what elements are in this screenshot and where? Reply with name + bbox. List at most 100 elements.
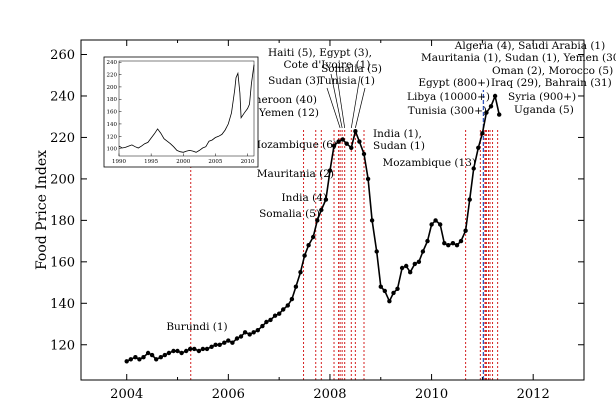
y-tick-label: 140: [50, 297, 75, 312]
data-point: [141, 355, 146, 360]
data-point: [179, 350, 184, 356]
y-tick-label: 180: [50, 214, 75, 229]
data-point: [399, 265, 405, 271]
data-point: [374, 249, 379, 254]
data-point: [365, 176, 371, 182]
data-point: [124, 359, 129, 364]
event-label: Mozambique (13): [383, 157, 477, 169]
data-point: [162, 352, 167, 358]
data-point: [488, 104, 494, 109]
event-label: Mozambique (6): [250, 139, 337, 151]
event-leader-line: [326, 87, 341, 129]
data-point: [293, 284, 299, 289]
y-tick-label: 260: [50, 48, 75, 63]
data-point: [382, 288, 387, 294]
event-label: Burundi (1): [166, 321, 227, 333]
data-point: [433, 218, 438, 223]
event-label: Haiti (5), Egypt (3), Cote d'Ivoire (1): [268, 47, 372, 71]
event-labels: Burundi (1) Somalia (5) India (4) Mauritani…: [166, 40, 616, 333]
inset-plot-frame: [118, 60, 255, 157]
data-point: [277, 311, 282, 316]
data-point: [327, 168, 333, 173]
data-point: [391, 290, 396, 296]
data-point: [446, 243, 451, 248]
data-point: [315, 218, 320, 223]
data-point: [458, 238, 464, 244]
data-point: [234, 336, 240, 341]
data-point: [429, 222, 434, 227]
data-point: [319, 207, 324, 213]
inset-x-tick-label: 1990: [112, 159, 126, 165]
data-point: [289, 296, 295, 302]
data-point: [331, 143, 337, 148]
event-label-line: Cote d'Ivoire (1): [284, 59, 371, 71]
data-point: [416, 259, 422, 264]
data-point: [497, 112, 502, 117]
y-tick-label: 200: [50, 172, 75, 187]
data-point: [387, 299, 392, 304]
inset-series-line: [118, 64, 255, 153]
event-label: Oman (2), Morocco (5): [492, 65, 613, 77]
y-tick-label: 120: [50, 338, 75, 353]
data-point: [226, 338, 231, 343]
y-tick-label: 240: [50, 89, 75, 104]
data-point: [454, 243, 460, 248]
data-point: [306, 243, 311, 248]
data-point: [353, 129, 358, 134]
data-point: [369, 218, 375, 223]
inset-y-tick-label: 160: [107, 110, 118, 116]
data-point: [285, 303, 290, 308]
inset-y-tick-label: 200: [107, 85, 118, 91]
inset-y-tick-label: 220: [107, 73, 118, 79]
event-label: India (1), Sudan (1): [373, 128, 425, 152]
data-point: [480, 131, 485, 136]
data-point: [128, 357, 133, 362]
data-point: [200, 346, 206, 352]
data-point: [467, 197, 472, 202]
inset-y-tick-label: 240: [107, 60, 118, 66]
data-point: [476, 145, 481, 150]
data-point: [492, 93, 498, 99]
data-point: [357, 139, 362, 144]
data-point: [268, 317, 273, 323]
data-point: [450, 241, 456, 246]
data-point: [166, 350, 172, 356]
event-label: Iraq (29), Bahrain (31): [491, 77, 612, 89]
data-point: [184, 348, 189, 354]
data-point: [395, 286, 400, 291]
y-axis: 120 140 160 180 200 220 240 260: [50, 48, 584, 353]
data-point: [311, 234, 316, 240]
data-point: [188, 346, 193, 352]
data-point: [222, 340, 227, 345]
data-point: [133, 355, 138, 360]
event-markers: [190, 90, 499, 380]
x-tick-label: 2004: [110, 387, 143, 402]
data-point: [213, 342, 218, 347]
event-label: Somalia (5): [321, 63, 382, 75]
event-leader-line: [335, 69, 346, 129]
data-point: [463, 228, 468, 233]
event-label: Algeria (4), Saudi Arabia (1): [454, 40, 605, 52]
data-point: [145, 350, 151, 356]
inset-chart: 100 120 140 160 180 200 220 240 1990 1995 2000 2005…: [103, 56, 259, 168]
main-series: [124, 93, 502, 364]
data-point: [340, 137, 345, 142]
data-point: [242, 330, 248, 335]
event-leader-line: [350, 75, 361, 129]
data-point: [264, 319, 269, 325]
data-point: [442, 241, 447, 246]
event-label-line: Sudan (1): [373, 140, 425, 152]
inset-frame: [103, 56, 259, 168]
event-label: Mauritania (1), Sudan (1), Yemen (300+): [421, 52, 616, 64]
event-label: Libya (10000+): [407, 91, 490, 103]
data-point: [378, 284, 383, 289]
data-point: [238, 334, 244, 339]
event-leader-line: [355, 87, 366, 129]
data-point: [336, 139, 341, 144]
event-label: Uganda (5): [514, 104, 574, 116]
event-label: Egypt (800+): [418, 77, 490, 89]
data-point: [272, 313, 278, 318]
data-point: [255, 328, 260, 333]
inset-content: 100 120 140 160 180 200 220 240 1990 1995 2000 2005…: [107, 60, 256, 165]
